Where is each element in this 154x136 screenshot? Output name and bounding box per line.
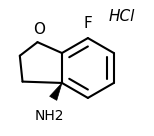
- Polygon shape: [50, 83, 62, 100]
- Text: F: F: [83, 16, 92, 31]
- Text: HCl: HCl: [109, 9, 135, 24]
- Text: NH2: NH2: [35, 109, 65, 123]
- Text: O: O: [33, 22, 45, 37]
